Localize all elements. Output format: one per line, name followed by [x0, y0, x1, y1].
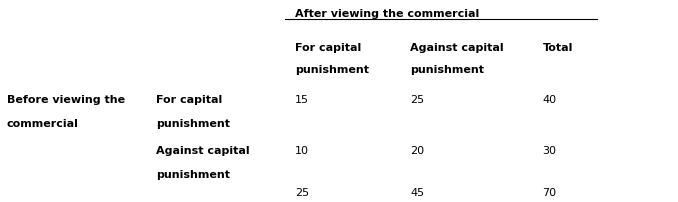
Text: 40: 40 — [542, 95, 557, 105]
Text: Total: Total — [542, 42, 573, 52]
Text: Against capital: Against capital — [410, 42, 504, 52]
Text: Against capital: Against capital — [156, 145, 250, 155]
Text: 70: 70 — [542, 187, 557, 197]
Text: 25: 25 — [295, 187, 309, 197]
Text: For capital: For capital — [295, 42, 361, 52]
Text: punishment: punishment — [156, 169, 230, 179]
Text: 15: 15 — [295, 95, 309, 105]
Text: punishment: punishment — [410, 65, 484, 75]
Text: 10: 10 — [295, 145, 309, 155]
Text: For capital: For capital — [156, 95, 222, 105]
Text: 25: 25 — [410, 95, 424, 105]
Text: punishment: punishment — [156, 118, 230, 128]
Text: 30: 30 — [542, 145, 557, 155]
Text: commercial: commercial — [7, 118, 79, 128]
Text: After viewing the commercial: After viewing the commercial — [295, 9, 479, 19]
Text: punishment: punishment — [295, 65, 369, 75]
Text: Before viewing the: Before viewing the — [7, 95, 125, 105]
Text: 20: 20 — [410, 145, 424, 155]
Text: 45: 45 — [410, 187, 424, 197]
